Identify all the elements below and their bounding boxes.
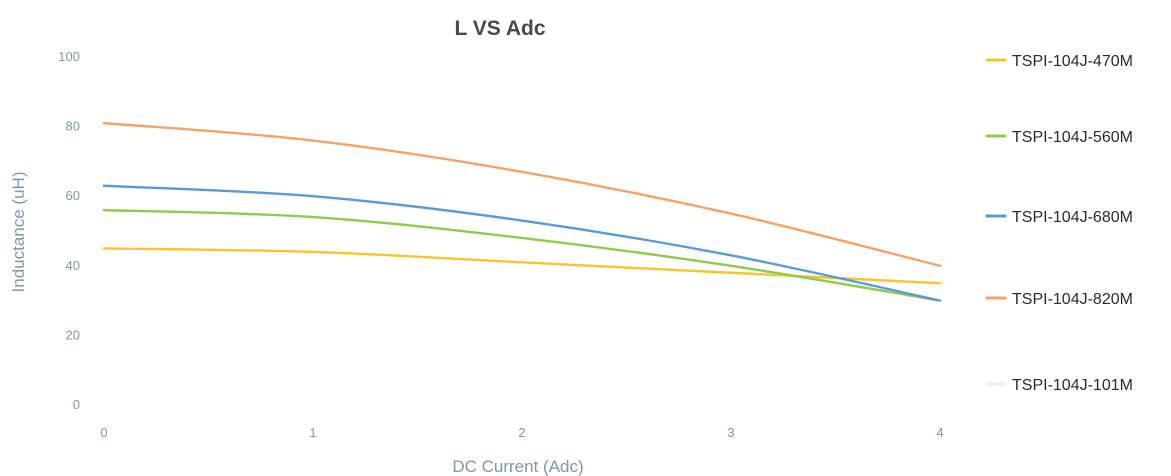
legend: TSPI-104J-470M TSPI-104J-560M TSPI-104J-68… [985, 53, 1133, 394]
y-tick-label: 0 [73, 397, 80, 412]
series-line-1 [102, 208, 942, 302]
x-tick-label: 4 [936, 425, 943, 440]
series-lines [102, 121, 942, 302]
y-tick-label: 60 [66, 188, 80, 203]
x-tick-label: 2 [518, 425, 525, 440]
series-line-0 [102, 247, 942, 285]
chart-title: L VS Adc [454, 17, 545, 40]
y-tick-label: 80 [66, 119, 80, 134]
x-axis-title: DC Current (Adc) [452, 457, 583, 476]
series-line-2 [102, 184, 942, 302]
y-axis-ticks: 0 20 40 60 80 100 [58, 49, 80, 412]
legend-label: TSPI-104J-470M [1012, 53, 1133, 70]
legend-label: TSPI-104J-680M [1012, 209, 1133, 226]
y-axis-title: Inductance (uH) [9, 172, 28, 293]
y-tick-label: 100 [58, 49, 80, 64]
legend-label: TSPI-104J-101M [1012, 377, 1133, 394]
legend-label: TSPI-104J-560M [1012, 129, 1133, 146]
x-tick-label: 3 [727, 425, 734, 440]
y-tick-label: 20 [66, 327, 80, 342]
x-tick-label: 1 [309, 425, 316, 440]
series-line-3 [102, 121, 942, 267]
x-tick-label: 0 [100, 425, 107, 440]
y-tick-label: 40 [66, 258, 80, 273]
legend-label: TSPI-104J-820M [1012, 291, 1133, 308]
x-axis-ticks: 0 1 2 3 4 [100, 425, 943, 440]
